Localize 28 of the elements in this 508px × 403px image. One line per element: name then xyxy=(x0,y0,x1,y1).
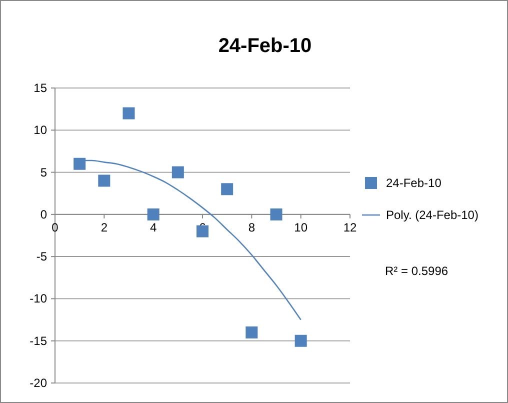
legend-label: Poly. (24-Feb-10) xyxy=(386,208,478,222)
y-tick-label: -15 xyxy=(30,334,48,348)
point xyxy=(147,208,160,220)
y-tick-label: -5 xyxy=(36,250,48,264)
y-tick-label: -20 xyxy=(30,376,48,390)
x-tick-label: 10 xyxy=(294,220,308,234)
y-tick-label: 15 xyxy=(34,81,48,95)
point xyxy=(196,225,208,238)
x-tick-label: 12 xyxy=(343,220,357,234)
text: R² = 0.5996 xyxy=(385,264,448,278)
point xyxy=(122,107,135,120)
x-tick-label: 4 xyxy=(150,220,157,234)
y-tick-label: 0 xyxy=(40,207,48,222)
x-tick-label: 8 xyxy=(248,220,256,234)
x-tick-label: 0 xyxy=(52,220,59,234)
x-tick-label: 2 xyxy=(100,220,108,234)
chart-title: 24-Feb-10 xyxy=(218,35,312,57)
point xyxy=(74,158,86,170)
legend-label: 24-Feb-10 xyxy=(386,176,442,190)
point xyxy=(294,334,307,347)
y-tick-label: -10 xyxy=(30,292,48,306)
y-tick-label: 10 xyxy=(34,123,48,138)
point xyxy=(221,183,234,196)
point xyxy=(98,174,110,187)
point xyxy=(172,166,184,178)
y-tick-label: 5 xyxy=(40,165,48,180)
point xyxy=(246,326,258,338)
point xyxy=(270,208,282,220)
